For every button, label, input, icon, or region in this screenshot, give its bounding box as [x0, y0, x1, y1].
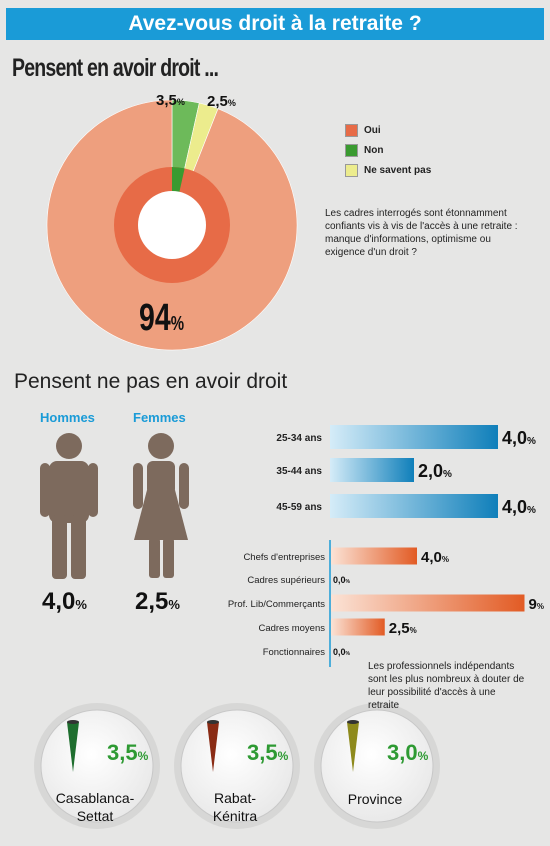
profession-label: Cadres supérieurs — [247, 575, 325, 586]
age-label: 25-34 ans — [276, 433, 322, 444]
donut-slice-oui — [46, 99, 298, 351]
gender-value-femmes-unit: % — [168, 597, 180, 612]
legend-swatch-non — [345, 143, 358, 157]
gender-value-hommes: 4,0% — [42, 588, 87, 616]
age-label: 35-44 ans — [276, 466, 322, 477]
age-bar-chart: 25-34 ans 4,0% 35-44 ans 2,0% 45-59 ans 4,0% — [276, 425, 536, 518]
profession-bar — [331, 594, 525, 612]
profession-value-label: 0,0% — [333, 575, 351, 585]
legend-swatch-nsp — [345, 163, 358, 177]
profession-label: Fonctionnaires — [263, 647, 326, 658]
donut-label-nsp: 2,5% — [207, 93, 236, 110]
region-value-label: 3,5% — [107, 740, 149, 765]
profession-label: Cadres moyens — [258, 623, 325, 634]
profession-value-label: 2,5% — [389, 620, 417, 637]
section2-note: Les professionnels indépendants sont les… — [368, 661, 525, 711]
region-name: Settat — [77, 808, 114, 824]
woman-figure-icon — [133, 433, 189, 578]
donut-hole — [138, 191, 206, 259]
region-name: Kénitra — [213, 808, 258, 824]
region-cone-top — [347, 720, 359, 724]
region-cone-icon — [67, 722, 79, 772]
legend-item-oui: Oui — [345, 120, 431, 140]
region-cone-icon — [207, 722, 219, 772]
profession-value-label: 0,0% — [333, 647, 351, 657]
region-discs: 3,5% Casablanca- Settat 3,5% Rabat- Kénitra 3,… — [34, 703, 440, 829]
profession-label: Chefs d'entreprises — [243, 552, 325, 563]
donut-label-oui: 94% — [139, 297, 184, 339]
age-value-label: 4,0% — [502, 497, 536, 517]
gender-value-femmes: 2,5% — [135, 588, 180, 616]
section1-title: Pensent en avoir droit ... — [12, 54, 219, 82]
donut-legend: Oui Non Ne savent pas — [345, 120, 431, 180]
gender-label-femmes: Femmes — [133, 410, 186, 425]
banner-title: Avez-vous droit à la retraite ? — [6, 8, 544, 40]
age-bar — [330, 494, 498, 518]
gender-label-hommes: Hommes — [40, 410, 95, 425]
gender-value-femmes-num: 2,5 — [135, 588, 169, 615]
age-value-label: 2,0% — [418, 461, 452, 481]
region-name: Rabat- — [214, 790, 256, 806]
region-value-label: 3,5% — [247, 740, 289, 765]
legend-item-nsp: Ne savent pas — [345, 160, 431, 180]
profession-label: Prof. Lib/Commerçants — [228, 599, 325, 610]
gender-value-hommes-num: 4,0 — [42, 588, 76, 615]
profession-value-label: 4,0% — [421, 549, 449, 566]
region-name: Province — [348, 791, 403, 807]
profession-bar — [331, 618, 385, 636]
profession-value-label: 9% — [529, 596, 544, 613]
region-value-label: 3,0% — [387, 740, 429, 765]
legend-label-non: Non — [364, 144, 384, 156]
age-bar — [330, 458, 414, 482]
man-figure-icon — [40, 433, 98, 579]
legend-label-oui: Oui — [364, 124, 381, 136]
legend-item-non: Non — [345, 140, 431, 160]
age-value-label: 4,0% — [502, 428, 536, 448]
legend-swatch-oui — [345, 123, 358, 137]
region-cone-top — [67, 720, 79, 724]
profession-bar-chart: Chefs d'entreprises 4,0% Cadres supérieurs… — [228, 547, 544, 658]
gender-value-hommes-unit: % — [75, 597, 87, 612]
donut-label-non: 3,5% — [156, 92, 185, 109]
region-cone-icon — [347, 722, 359, 772]
age-bar — [330, 425, 498, 449]
profession-bar — [331, 547, 417, 565]
region-cone-top — [207, 720, 219, 724]
section2-title: Pensent ne pas en avoir droit — [14, 370, 288, 393]
donut-chart — [46, 99, 298, 351]
region-name: Casablanca- — [56, 790, 135, 806]
legend-label-nsp: Ne savent pas — [364, 164, 432, 176]
age-label: 45-59 ans — [276, 502, 322, 513]
section1-description: Les cadres interrogés sont étonnamment c… — [325, 208, 518, 258]
